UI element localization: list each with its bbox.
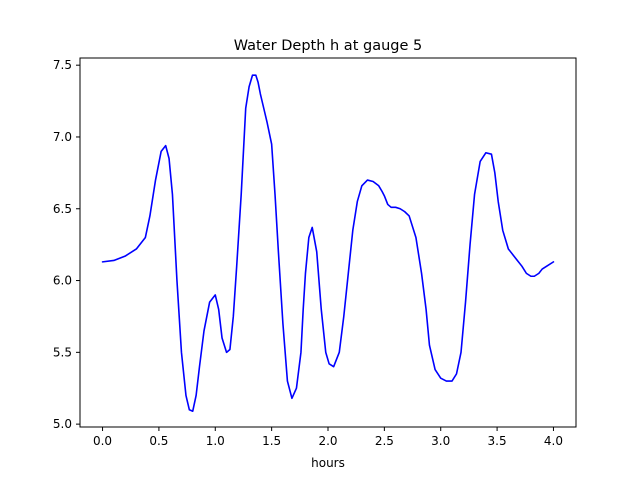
x-axis-label: hours — [311, 456, 345, 470]
y-tick-label: 5.0 — [53, 417, 72, 431]
x-tick-label: 3.0 — [431, 434, 450, 448]
axes: 0.0 0.5 1.0 1.5 2.0 2.5 3.0 3.5 4.0 5.0 5.5 6.0 6.5 7… — [53, 57, 577, 448]
x-tick-label: 1.0 — [206, 434, 225, 448]
x-tick-label: 1.5 — [262, 434, 281, 448]
x-tick-label: 2.0 — [318, 434, 337, 448]
x-tick-label: 4.0 — [544, 434, 563, 448]
y-tick-label: 7.0 — [53, 130, 72, 144]
x-tick-label: 3.5 — [488, 434, 507, 448]
y-tick-label: 7.5 — [53, 58, 72, 72]
x-tick-label: 2.5 — [375, 434, 394, 448]
y-tick-label: 6.0 — [53, 274, 72, 288]
y-tick-label: 5.5 — [53, 345, 72, 359]
chart-title: Water Depth h at gauge 5 — [234, 38, 422, 54]
series-line-0 — [101, 74, 555, 413]
plot-area — [101, 74, 555, 413]
x-tick-label: 0.0 — [93, 434, 112, 448]
y-tick-label: 6.5 — [53, 202, 72, 216]
x-tick-label: 0.5 — [149, 434, 168, 448]
